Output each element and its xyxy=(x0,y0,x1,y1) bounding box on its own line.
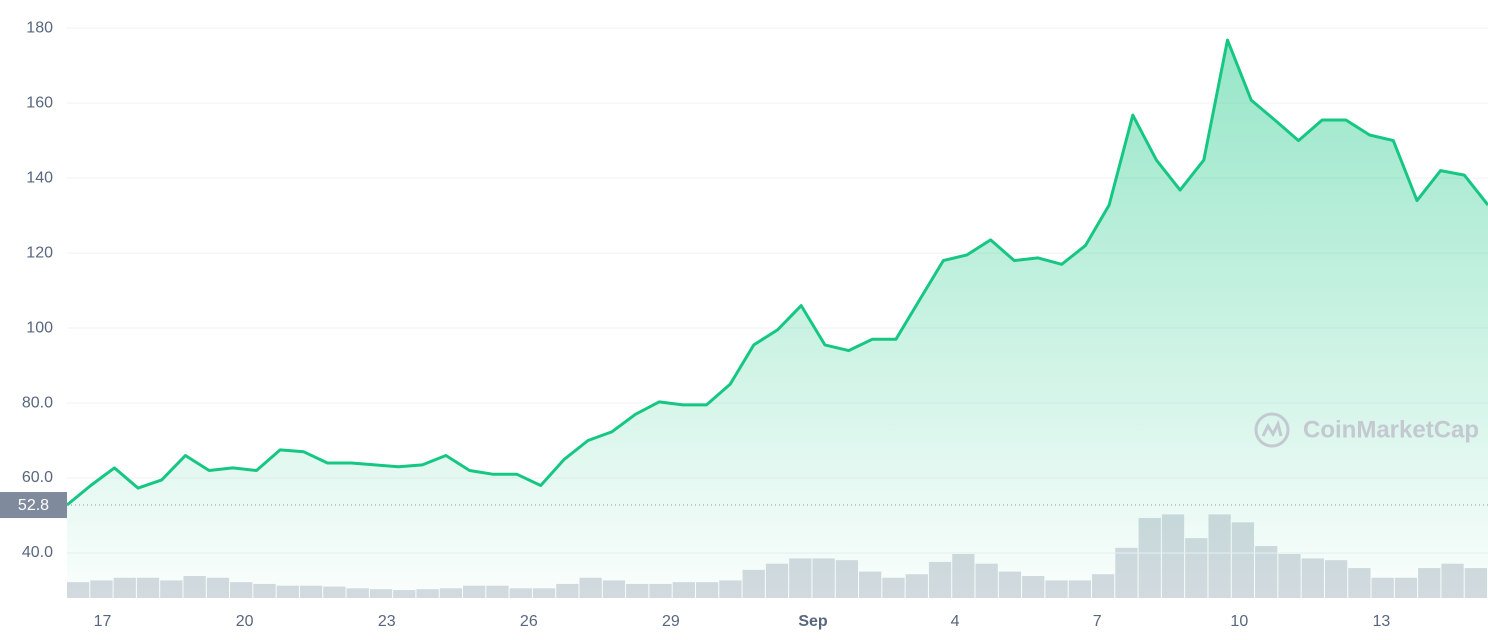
x-tick-label: 26 xyxy=(520,613,538,630)
watermark-logo xyxy=(1254,412,1290,448)
x-tick-label: Sep xyxy=(798,613,828,630)
x-tick-label: 7 xyxy=(1093,613,1102,630)
y-tick-label: 60.0 xyxy=(22,469,53,486)
watermark: CoinMarketCap xyxy=(1303,416,1479,443)
x-tick-label: 29 xyxy=(662,613,680,630)
price-line xyxy=(66,38,1488,507)
x-tick-label: 20 xyxy=(236,613,254,630)
x-tick-label: 13 xyxy=(1373,613,1391,630)
y-tick-label: 180 xyxy=(26,19,53,36)
price-area xyxy=(67,40,1488,599)
y-tick-label: 100 xyxy=(26,319,53,336)
baseline-label: 52.8 xyxy=(18,497,49,514)
y-tick-label: 140 xyxy=(26,169,53,186)
x-tick-label: 10 xyxy=(1230,613,1248,630)
y-tick-label: 80.0 xyxy=(22,394,53,411)
x-tick-label: 23 xyxy=(378,613,396,630)
x-tick-label: 17 xyxy=(94,613,112,630)
y-tick-label: 120 xyxy=(26,244,53,261)
y-tick-label: 40.0 xyxy=(22,544,53,561)
baseline-label-box xyxy=(0,492,67,519)
watermark-logo-mark xyxy=(1261,419,1283,438)
x-tick-label: 4 xyxy=(951,613,960,630)
y-tick-label: 160 xyxy=(26,94,53,111)
